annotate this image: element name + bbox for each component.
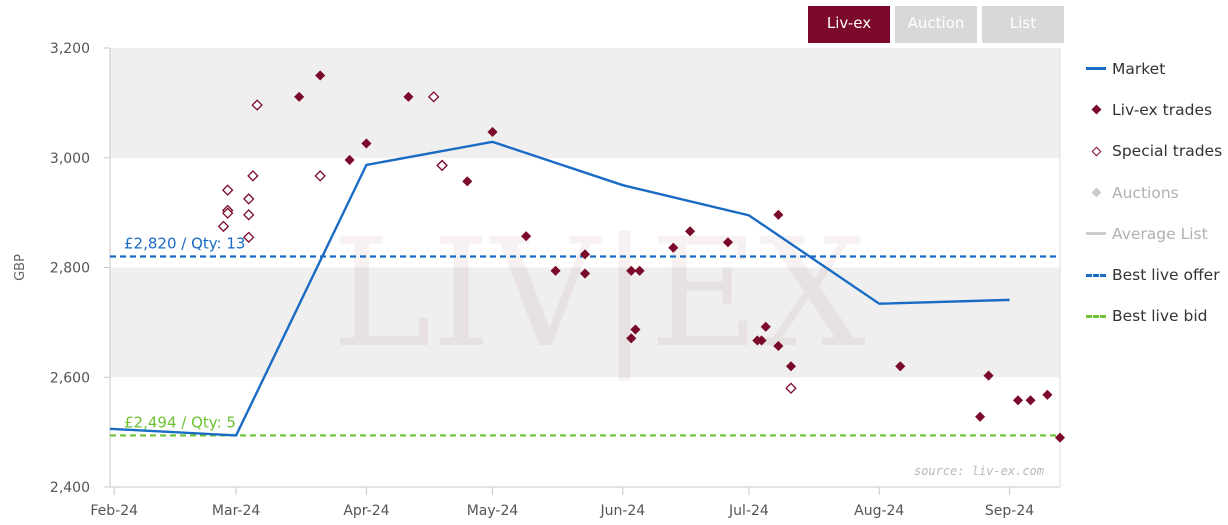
- x-tick-label: Jul-24: [728, 503, 769, 519]
- livex-trade-point: [668, 242, 679, 253]
- y-tick-label: 2,600: [50, 370, 90, 386]
- livex-trade-point: [579, 268, 591, 279]
- y-tick-label: 3,200: [50, 41, 90, 57]
- livex-trade-point: [773, 340, 784, 352]
- special-trade-point: [242, 209, 255, 221]
- livex-trade-point: [1042, 389, 1053, 400]
- y-axis-title: GBP: [13, 254, 28, 281]
- livex-trade-point: [785, 361, 797, 372]
- livex-watermark: LIV|EX: [332, 207, 866, 381]
- livex-trade-point: [895, 361, 906, 372]
- x-tick-label: Aug-24: [854, 503, 904, 519]
- best-live-offer-label: £2,820 / Qty: 13: [124, 235, 245, 253]
- special-trade-point: [785, 382, 797, 394]
- y-tick-label: 3,000: [50, 151, 90, 167]
- legend-label-livex-trades: Liv-ex trades: [1112, 100, 1213, 119]
- livex-trade-point: [462, 176, 473, 187]
- livex-trade-point: [294, 91, 305, 102]
- legend-label-best-live-bid: Best live bid: [1112, 307, 1208, 326]
- price-chart: LIV|EX 2,400 2,600 2,800 3,000 3,200 GBP Feb-24…: [13, 41, 1066, 519]
- x-tick-label: Jun-24: [599, 503, 645, 519]
- livex-trade-point: [1012, 395, 1024, 406]
- livex-trade-point: [983, 370, 994, 381]
- special-trade-point: [221, 207, 234, 219]
- special-trade-point: [217, 220, 230, 233]
- livex-trade-point: [344, 154, 355, 166]
- livex-trade-point: [1054, 432, 1066, 443]
- y-tick-label: 2,400: [50, 480, 90, 496]
- livex-trade-point: [630, 324, 641, 335]
- special-trade-point: [247, 170, 259, 182]
- x-tick-label: Sep-24: [985, 503, 1034, 519]
- tab-list[interactable]: List: [982, 6, 1064, 43]
- legend-item-best-live-offer[interactable]: Best live offer: [1085, 254, 1222, 295]
- filled-diamond-icon: [1085, 104, 1107, 115]
- tab-auction[interactable]: Auction: [895, 6, 977, 43]
- livex-trade-point: [760, 321, 771, 332]
- legend-label-average-list: Average List: [1112, 224, 1208, 243]
- livex-trade-point: [756, 335, 767, 346]
- market-line: [109, 140, 1010, 437]
- y-tick-label: 2,800: [50, 261, 90, 277]
- special-trade-point: [242, 231, 255, 244]
- plot-band-0: [110, 267, 1060, 378]
- source-tabs: Liv-ex Auction List: [808, 6, 1064, 43]
- legend-item-average-list[interactable]: Average List: [1085, 213, 1222, 254]
- best-live-bid-label: £2,494 / Qty: 5: [124, 413, 236, 431]
- plot-band-1: [110, 48, 1060, 158]
- special-trade-point: [427, 91, 440, 103]
- legend-label-best-live-offer: Best live offer: [1112, 266, 1220, 285]
- livex-trade-point: [550, 265, 561, 276]
- legend-item-auctions[interactable]: Auctions: [1085, 172, 1222, 213]
- livex-trade-point: [634, 265, 645, 276]
- dashed-line-icon: [1085, 273, 1107, 277]
- grey-line-icon: [1085, 232, 1107, 236]
- x-tick-label: Apr-24: [343, 503, 389, 519]
- livex-trade-point: [684, 226, 696, 237]
- special-trade-point: [251, 99, 263, 111]
- legend-label-market: Market: [1112, 59, 1166, 78]
- livex-trade-point: [722, 237, 734, 248]
- legend-item-best-live-bid[interactable]: Best live bid: [1085, 296, 1222, 337]
- chart-legend: Market Liv-ex trades Special trades Auct…: [1085, 48, 1222, 337]
- legend-item-market[interactable]: Market: [1085, 48, 1222, 89]
- x-tick-label: May-24: [467, 503, 519, 519]
- livex-trade-point: [626, 333, 637, 344]
- livex-trade-point: [773, 209, 784, 220]
- legend-label-special-trades: Special trades: [1112, 142, 1223, 161]
- source-credit: source: liv-ex.com: [914, 464, 1044, 478]
- special-trade-point: [242, 193, 255, 205]
- livex-trade-point: [520, 231, 532, 242]
- line-icon: [1085, 67, 1107, 71]
- x-tick-label: Feb-24: [90, 503, 138, 519]
- grey-diamond-icon: [1085, 187, 1107, 198]
- special-trade-point: [221, 184, 234, 196]
- livex-trade-point: [315, 70, 326, 81]
- legend-item-livex-trades[interactable]: Liv-ex trades: [1085, 89, 1222, 130]
- special-trade-point: [436, 159, 448, 172]
- tab-livex[interactable]: Liv-ex: [808, 6, 890, 43]
- x-tick-label: Mar-24: [212, 503, 260, 519]
- legend-label-auctions: Auctions: [1112, 183, 1179, 202]
- livex-trade-point: [974, 411, 986, 422]
- livex-trade-point: [361, 138, 372, 149]
- open-diamond-icon: [1085, 146, 1107, 157]
- livex-trade-point: [579, 249, 591, 260]
- livex-trade-point: [626, 265, 637, 276]
- livex-trade-point: [1025, 395, 1036, 406]
- legend-item-special-trades[interactable]: Special trades: [1085, 131, 1222, 172]
- livex-trade-point: [487, 126, 498, 138]
- green-dashed-line-icon: [1085, 314, 1107, 318]
- livex-trade-point: [403, 91, 414, 102]
- special-trade-point: [314, 170, 326, 182]
